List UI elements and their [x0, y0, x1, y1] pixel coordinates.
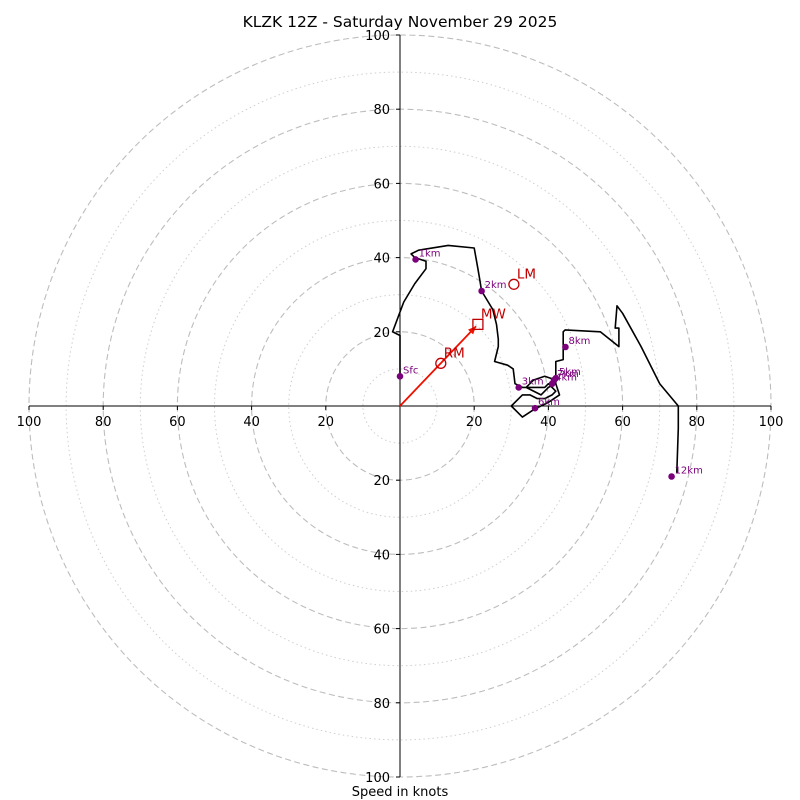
height-marker-label: 8km — [568, 336, 590, 347]
shear-vector-arrowhead — [468, 326, 477, 335]
height-marker-dot — [562, 343, 569, 351]
height-marker-dot — [478, 287, 485, 295]
storm-motion-rm-marker — [435, 357, 447, 369]
tick-label-up: 80 — [373, 103, 390, 118]
x-axis-label: Speed in knots — [352, 785, 449, 800]
storm-motion-group: MW LM RM — [435, 266, 536, 369]
height-marker-dot — [668, 473, 675, 480]
height-marker-label: 6km — [538, 397, 560, 408]
height-marker-dot — [412, 256, 419, 263]
height-marker-label: 5km — [559, 367, 581, 378]
tick-label-right: 40 — [540, 415, 557, 430]
hodograph-trace — [391, 244, 680, 473]
tick-label-left: 20 — [318, 415, 335, 430]
shear-vector — [399, 325, 477, 407]
tick-label-right: 60 — [614, 415, 631, 430]
storm-motion-rm-label: RM — [444, 345, 465, 361]
tick-label-up: 100 — [365, 29, 390, 44]
height-marker-dot — [396, 373, 404, 380]
hodograph-trace-group — [391, 244, 680, 473]
height-marker-dot — [531, 404, 539, 412]
height-marker-label: 7km — [557, 369, 579, 380]
chart-title: KLZK 12Z - Saturday November 29 2025 — [243, 13, 558, 31]
tick-label-down: 60 — [373, 623, 390, 638]
height-marker-label: 12km — [675, 465, 703, 476]
tick-label-left: 100 — [17, 415, 42, 430]
height-marker-label: 2km — [485, 280, 507, 291]
tick-labels: 100 80 60 40 20 20 40 60 80 100 20 40 60 80 100 20 40 60 8… — [17, 29, 784, 786]
height-marker-label: 1km — [419, 248, 441, 259]
storm-motion-lm-label: LM — [517, 266, 536, 282]
tick-label-down: 20 — [373, 474, 390, 489]
height-marker-dot — [515, 384, 523, 391]
tick-label-left: 80 — [95, 415, 112, 430]
height-marker-label: 4km — [555, 373, 577, 384]
height-marker-label: Sfc — [403, 365, 418, 376]
tick-label-left: 40 — [243, 415, 260, 430]
tick-label-up: 60 — [373, 177, 390, 192]
tick-label-down: 100 — [365, 771, 390, 786]
tick-label-up: 40 — [373, 252, 390, 267]
tick-label-right: 80 — [689, 415, 706, 430]
shear-vector-group — [399, 325, 477, 407]
tick-label-right: 100 — [759, 415, 784, 430]
tick-label-up: 20 — [373, 326, 390, 341]
height-marker-dot — [550, 376, 558, 384]
storm-motion-lm-marker — [508, 278, 520, 290]
tick-label-left: 60 — [169, 415, 186, 430]
tick-label-down: 40 — [373, 548, 390, 563]
tick-label-right: 20 — [466, 415, 483, 430]
tick-label-down: 80 — [373, 697, 390, 712]
height-marker-label: 3km — [522, 376, 544, 387]
storm-motion-mw-marker — [472, 318, 484, 331]
storm-motion-mw-label: MW — [481, 306, 506, 322]
